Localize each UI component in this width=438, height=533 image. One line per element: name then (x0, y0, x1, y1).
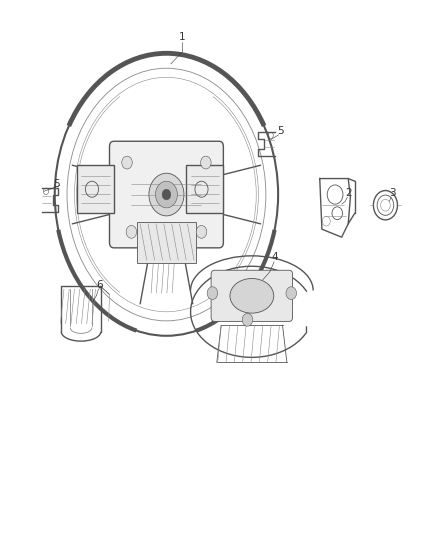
Text: 6: 6 (96, 280, 103, 290)
Circle shape (207, 287, 218, 300)
Circle shape (162, 189, 171, 200)
Circle shape (196, 225, 207, 238)
Text: 3: 3 (389, 188, 396, 198)
Circle shape (126, 225, 137, 238)
FancyBboxPatch shape (110, 141, 223, 248)
FancyBboxPatch shape (186, 165, 223, 213)
Text: 5: 5 (53, 179, 60, 189)
Ellipse shape (230, 279, 274, 313)
Text: 5: 5 (277, 126, 284, 136)
FancyBboxPatch shape (211, 270, 293, 321)
Text: 2: 2 (345, 188, 352, 198)
FancyBboxPatch shape (137, 222, 196, 263)
Circle shape (201, 156, 211, 169)
Circle shape (149, 173, 184, 216)
FancyBboxPatch shape (77, 165, 114, 213)
Circle shape (155, 181, 177, 208)
Circle shape (286, 287, 297, 300)
Text: 1: 1 (178, 33, 185, 42)
Text: 4: 4 (272, 253, 279, 262)
Circle shape (122, 156, 132, 169)
Circle shape (242, 313, 253, 326)
